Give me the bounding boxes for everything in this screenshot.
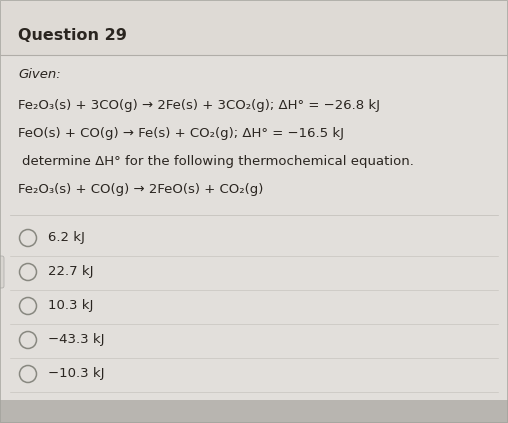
Text: Question 29: Question 29 [18,28,127,44]
Bar [0,0,508,55]
Text: 6.2 kJ: 6.2 kJ [48,231,85,244]
Bar [0,400,508,423]
Text: 22.7 kJ: 22.7 kJ [48,266,93,278]
Text: Fe₂O₃(s) + 3CO(g) → 2Fe(s) + 3CO₂(g); ΔH° = −26.8 kJ: Fe₂O₃(s) + 3CO(g) → 2Fe(s) + 3CO₂(g); ΔH… [18,99,380,112]
Text: FeO(s) + CO(g) → Fe(s) + CO₂(g); ΔH° = −16.5 kJ: FeO(s) + CO(g) → Fe(s) + CO₂(g); ΔH° = −… [18,126,344,140]
Text: −10.3 kJ: −10.3 kJ [48,368,105,381]
Bar [0,55,508,423]
FancyBboxPatch shape [0,256,4,288]
Text: 10.3 kJ: 10.3 kJ [48,299,93,313]
Text: Given:: Given: [18,69,61,82]
Text: −43.3 kJ: −43.3 kJ [48,333,105,346]
Text: determine ΔH° for the following thermochemical equation.: determine ΔH° for the following thermoch… [22,154,414,168]
Text: Fe₂O₃(s) + CO(g) → 2FeO(s) + CO₂(g): Fe₂O₃(s) + CO(g) → 2FeO(s) + CO₂(g) [18,184,263,197]
